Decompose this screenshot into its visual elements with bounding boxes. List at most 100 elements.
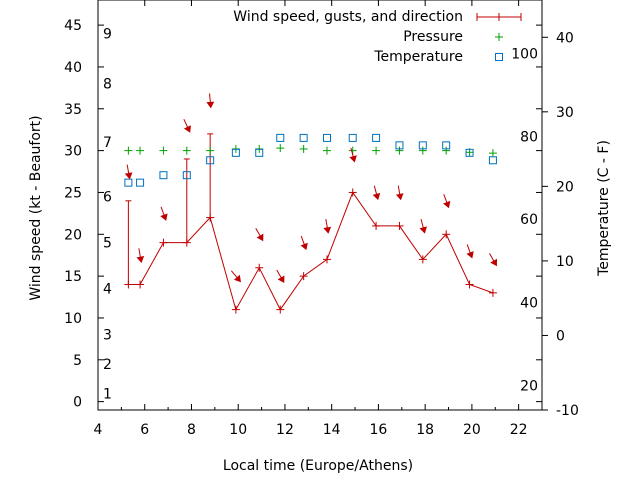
temperature-point	[323, 133, 332, 142]
temperature-point	[395, 141, 404, 150]
right-axis: -10 0 10 20 30 40	[542, 30, 579, 419]
temperature-point	[372, 133, 381, 142]
y-tick-label: 25	[64, 185, 82, 201]
beaufort-label: 6	[103, 190, 112, 206]
y2-tick-label: 20	[556, 179, 574, 195]
y-tick-label: 30	[64, 144, 82, 160]
arrow-head	[277, 275, 285, 284]
temperature-point	[136, 178, 145, 187]
y-axis-label: Wind speed (kt - Beaufort)	[28, 115, 44, 300]
fahrenheit-scale: 20 40 60 80 100	[511, 47, 538, 395]
x-tick-label: 22	[510, 422, 528, 438]
fahrenheit-label: 20	[520, 378, 538, 394]
temperature-point	[348, 133, 357, 142]
y-tick-label: 20	[64, 227, 82, 243]
temperature-point	[124, 178, 133, 187]
plot-frame	[97, 0, 543, 411]
temperature-point	[159, 171, 168, 180]
arrow-head	[206, 101, 215, 109]
wind-direction-arrow	[372, 185, 381, 201]
arrow-head	[124, 172, 133, 180]
wind-direction-arrow	[443, 194, 451, 209]
beaufort-label: 9	[103, 26, 112, 42]
y-tick-label: 15	[64, 269, 82, 285]
legend-symbol-temperature	[495, 53, 503, 61]
wind-direction-arrow	[488, 253, 498, 267]
wind-direction-arrow	[124, 164, 133, 180]
x-axis-label: Local time (Europe/Athens)	[223, 458, 413, 474]
arrow-head	[466, 251, 474, 259]
legend: Wind speed, gusts, and direction Pressure…	[233, 9, 522, 65]
wind-direction-arrow	[349, 147, 357, 163]
wind-direction-arrow	[466, 244, 474, 259]
legend-label: Wind speed, gusts, and direction	[233, 9, 463, 25]
temperature-point	[299, 133, 308, 142]
fahrenheit-label: 80	[520, 129, 538, 145]
x-axis: 4 6 8 10 12 14 16 18 20 22	[94, 0, 528, 438]
y2-tick-label: 30	[556, 105, 574, 121]
temperature-point	[276, 133, 285, 142]
x-tick-label: 20	[463, 422, 481, 438]
x-tick-label: 4	[94, 422, 103, 438]
beaufort-label: 4	[103, 282, 112, 298]
beaufort-label: 7	[103, 135, 112, 151]
beaufort-label: 2	[103, 357, 112, 373]
temperature-point	[255, 148, 264, 157]
beaufort-scale: 1 2 3 4 5 6 7 8 9	[103, 26, 112, 402]
wind-direction-arrow	[160, 206, 168, 221]
fahrenheit-label: 60	[520, 212, 538, 228]
wind-direction-arrow	[419, 219, 427, 234]
arrow-head	[395, 193, 404, 201]
wind-direction-arrows	[124, 93, 498, 284]
arrow-head	[443, 200, 451, 209]
arrow-head	[419, 226, 427, 234]
arrow-head	[183, 125, 191, 133]
series-pressure	[124, 144, 497, 158]
fahrenheit-label: 40	[520, 296, 538, 312]
beaufort-label: 1	[103, 386, 112, 402]
wind-direction-arrow	[323, 218, 332, 234]
arrow-head	[160, 213, 168, 221]
x-tick-label: 6	[140, 422, 149, 438]
legend-label: Temperature	[373, 49, 463, 65]
arrow-head	[256, 233, 264, 242]
y2-tick-label: -10	[556, 403, 579, 419]
wind-direction-arrow	[136, 248, 145, 264]
wind-line	[128, 191, 494, 311]
y-tick-label: 10	[64, 311, 82, 327]
grid-and-frame	[97, 0, 543, 411]
series-wind	[124, 133, 497, 314]
arrow-head	[323, 226, 332, 234]
arrow-head	[372, 192, 381, 201]
beaufort-label: 5	[103, 236, 112, 252]
temperature-point	[465, 148, 474, 157]
y-tick-label: 0	[73, 395, 82, 411]
y2-tick-label: 10	[556, 254, 574, 270]
arrow-head	[233, 274, 241, 283]
temperature-point	[488, 156, 497, 165]
x-tick-label: 18	[416, 422, 434, 438]
y-tick-label: 40	[64, 60, 82, 76]
wind-direction-arrow	[300, 235, 308, 251]
fahrenheit-label: 100	[511, 47, 538, 63]
y2-axis-label: Temperature (C - F)	[596, 140, 612, 277]
wind-direction-arrow	[255, 227, 264, 242]
temperature-point	[418, 141, 427, 150]
arrow-head	[349, 155, 357, 163]
x-tick-label: 16	[370, 422, 388, 438]
wind-direction-arrow	[183, 118, 191, 133]
x-tick-label: 8	[187, 422, 196, 438]
wind-direction-arrow	[395, 185, 404, 201]
beaufort-label: 3	[103, 328, 112, 344]
y-tick-label: 45	[64, 18, 82, 34]
arrow-head	[490, 258, 498, 267]
temperature-point	[182, 171, 191, 180]
wind-direction-arrow	[276, 269, 285, 284]
temperature-point	[206, 156, 215, 165]
x-tick-label: 12	[276, 422, 294, 438]
temperature-point	[442, 141, 451, 150]
y2-tick-label: 40	[556, 30, 574, 46]
arrow-head	[300, 242, 308, 251]
y2-tick-label: 0	[556, 328, 565, 344]
